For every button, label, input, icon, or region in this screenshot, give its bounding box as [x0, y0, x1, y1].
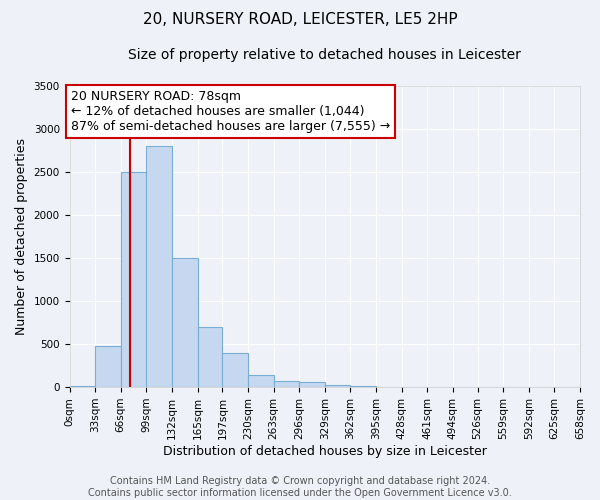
Bar — [350, 386, 376, 387]
Bar — [121, 172, 146, 387]
Bar — [197, 327, 223, 387]
Bar — [146, 146, 172, 387]
Bar — [223, 352, 248, 387]
Bar — [274, 381, 299, 387]
Bar — [70, 386, 95, 387]
Bar — [172, 258, 197, 387]
Title: Size of property relative to detached houses in Leicester: Size of property relative to detached ho… — [128, 48, 521, 62]
Text: 20, NURSERY ROAD, LEICESTER, LE5 2HP: 20, NURSERY ROAD, LEICESTER, LE5 2HP — [143, 12, 457, 28]
X-axis label: Distribution of detached houses by size in Leicester: Distribution of detached houses by size … — [163, 444, 487, 458]
Bar — [248, 375, 274, 387]
Bar — [95, 346, 121, 387]
Text: 20 NURSERY ROAD: 78sqm
← 12% of detached houses are smaller (1,044)
87% of semi-: 20 NURSERY ROAD: 78sqm ← 12% of detached… — [71, 90, 391, 132]
Y-axis label: Number of detached properties: Number of detached properties — [15, 138, 28, 335]
Bar — [299, 382, 325, 387]
Text: Contains HM Land Registry data © Crown copyright and database right 2024.
Contai: Contains HM Land Registry data © Crown c… — [88, 476, 512, 498]
Bar — [325, 384, 350, 387]
